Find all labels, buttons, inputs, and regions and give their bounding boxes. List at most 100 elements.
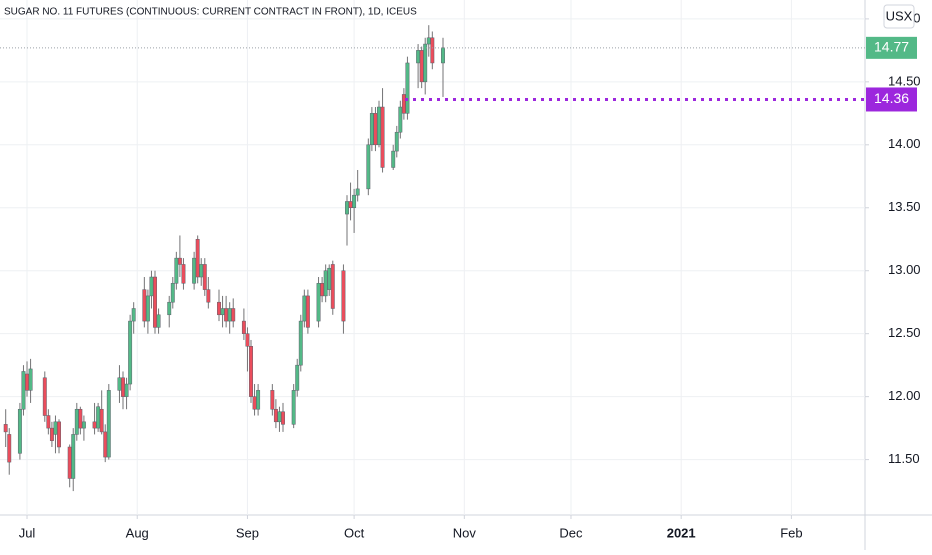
candle-body xyxy=(341,270,346,322)
candle-body xyxy=(7,434,12,463)
candle-body xyxy=(441,47,445,64)
candle-body xyxy=(249,346,253,397)
candle-body xyxy=(348,201,353,209)
x-tick-label: Sep xyxy=(236,525,259,540)
candle-body xyxy=(49,427,54,441)
chart-title: SUGAR NO. 11 FUTURES (CONTINUOUS: CURREN… xyxy=(4,7,417,18)
candle-body xyxy=(220,308,225,316)
candle-body xyxy=(174,257,179,284)
candle-body xyxy=(391,150,396,168)
candle-body xyxy=(131,308,136,322)
candle-body xyxy=(96,406,101,429)
candle-body xyxy=(92,421,97,429)
candle-body xyxy=(398,106,403,133)
candle-body xyxy=(373,113,378,146)
candle-body xyxy=(394,131,399,152)
y-tick-label: 13.50 xyxy=(888,199,921,214)
candle-body xyxy=(217,301,221,316)
candle-body xyxy=(327,267,332,290)
candle-body xyxy=(305,295,310,328)
candle-body xyxy=(57,421,61,448)
candle-body xyxy=(241,320,246,334)
y-tick-label: 12.50 xyxy=(888,325,921,340)
last-price-tag xyxy=(866,36,917,59)
candle-body xyxy=(99,408,104,433)
candle-body xyxy=(273,408,278,423)
candle-body xyxy=(78,408,83,429)
candle-body xyxy=(121,377,125,397)
candle-body xyxy=(192,257,197,284)
candle-body xyxy=(416,50,421,64)
candle-body xyxy=(81,421,86,429)
candle-body xyxy=(277,411,282,423)
candle-body xyxy=(366,144,371,190)
candle-body xyxy=(302,295,307,322)
currency-box[interactable] xyxy=(883,4,915,29)
candle-body xyxy=(320,283,325,297)
candle-body xyxy=(426,37,431,45)
currency-label[interactable]: USX xyxy=(886,8,913,23)
y-tick-label: 11.50 xyxy=(888,451,920,466)
y-tick-label: 12.00 xyxy=(888,388,921,403)
candle-body xyxy=(206,289,211,303)
candle-body xyxy=(103,431,108,458)
candle-body xyxy=(419,50,424,83)
x-tick-label: 2021 xyxy=(667,525,696,540)
candle-body xyxy=(145,295,150,322)
candle-body xyxy=(281,411,285,425)
candle-body xyxy=(177,257,182,265)
candle-body xyxy=(128,320,133,385)
candle-body xyxy=(67,446,72,479)
candle-body xyxy=(227,308,232,322)
last-price-label: 14.77 xyxy=(874,39,909,55)
candle-body xyxy=(430,37,435,64)
y-tick-label: 13.00 xyxy=(888,262,921,277)
candle-body xyxy=(355,188,360,196)
candle-body xyxy=(53,421,58,435)
candle-body xyxy=(323,270,328,297)
candle-body xyxy=(291,390,296,425)
candle-body xyxy=(345,201,349,215)
candle-body xyxy=(423,43,428,83)
candle-body xyxy=(3,424,8,433)
candle-body xyxy=(74,408,79,435)
candle-body xyxy=(405,62,410,114)
candle-body xyxy=(149,276,154,297)
candle-body xyxy=(401,94,406,114)
candle-body xyxy=(195,238,200,278)
candle-body xyxy=(224,308,229,322)
candle-body xyxy=(106,390,111,458)
candle-body xyxy=(245,333,250,347)
plot-area xyxy=(0,0,865,515)
x-tick-label: Nov xyxy=(453,525,477,540)
candle-body xyxy=(202,264,207,290)
x-tick-label: Feb xyxy=(780,525,802,540)
candle-body xyxy=(380,106,385,168)
level-tag xyxy=(866,87,917,112)
candle-body xyxy=(28,368,33,391)
candle-body xyxy=(71,434,76,479)
candle-body xyxy=(298,320,303,366)
level-label: 14.36 xyxy=(874,90,909,106)
candle-body xyxy=(117,377,122,391)
y-tick-label: 14.00 xyxy=(888,136,921,151)
candle-body xyxy=(256,390,261,410)
candle-body xyxy=(42,377,47,416)
candle-body xyxy=(330,264,335,309)
candle-body xyxy=(252,396,257,410)
candle-body xyxy=(369,113,374,146)
candle-body xyxy=(46,415,51,429)
candle-body xyxy=(153,276,157,328)
y-tick-label: 14.50 xyxy=(888,73,921,88)
x-tick-label: Oct xyxy=(344,525,365,540)
candle-body xyxy=(295,364,300,391)
candle-body xyxy=(316,283,321,322)
candle-body xyxy=(167,301,172,316)
candle-body xyxy=(199,264,204,278)
candle-body xyxy=(270,390,275,410)
candle-body xyxy=(352,194,357,209)
candle-body xyxy=(25,373,29,391)
candle-body xyxy=(170,283,175,303)
x-tick-label: Jul xyxy=(19,525,36,540)
